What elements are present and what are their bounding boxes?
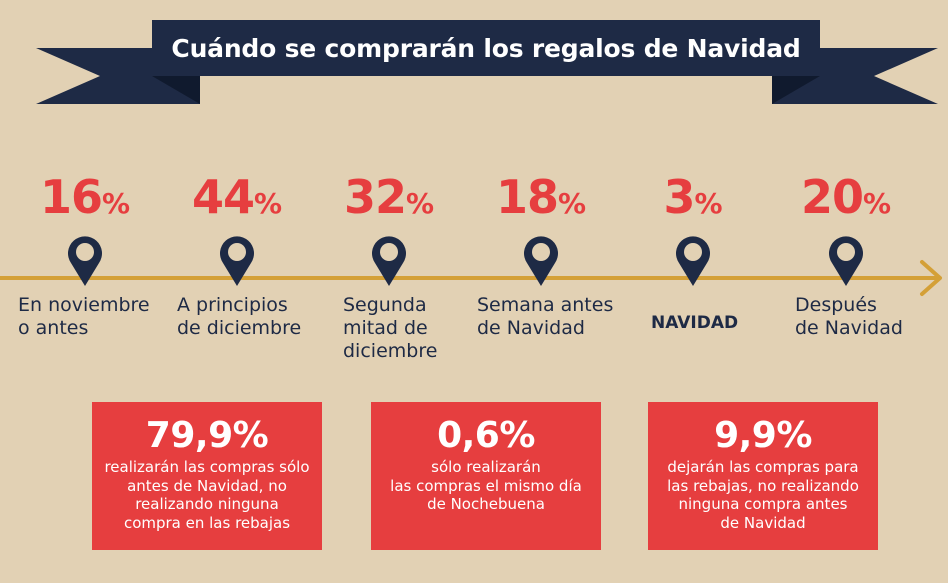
highlight-text-3: dejarán las compras para las rebajas, no… [667, 458, 859, 532]
percentage-unit: % [405, 187, 435, 220]
percentage-label: 20% [766, 170, 926, 224]
highlight-box-2: 0,6% sólo realizarán las compras el mism… [371, 402, 601, 550]
percentage-value: 3 [663, 170, 695, 224]
percentage-value: 44 [191, 170, 255, 224]
percentage-value: 32 [343, 170, 407, 224]
highlight-text-1: realizarán las compras sólo antes de Nav… [104, 458, 310, 532]
location-pin-icon [220, 236, 254, 286]
highlight-box-1: 79,9% realizarán las compras sólo antes … [92, 402, 322, 550]
percentage-label: 44% [157, 170, 317, 224]
percentage-label: 32% [309, 170, 469, 224]
highlight-text-2: sólo realizarán las compras el mismo día… [390, 458, 582, 513]
highlight-value-1: 79,9% [145, 415, 269, 456]
percentage-unit: % [694, 187, 723, 220]
period-label: A principios de diciembre [177, 294, 302, 339]
location-pin-icon [68, 236, 102, 286]
title-banner [36, 20, 938, 104]
timeline-arrow-head [920, 260, 942, 296]
location-pin-icon [372, 236, 407, 286]
percentage-unit: % [253, 187, 283, 220]
timeline-chart [0, 236, 942, 296]
highlight-box-3: 9,9% dejarán las compras para las rebaja… [648, 402, 878, 550]
percentage-value: 16 [39, 170, 103, 224]
percentage-value: 18 [495, 170, 559, 224]
location-pin-icon [524, 236, 558, 286]
location-pin-icon [675, 236, 710, 286]
banner-body [152, 20, 820, 76]
percentage-unit: % [862, 187, 892, 220]
location-pin-icon [828, 236, 863, 286]
period-label: En noviembre o antes [18, 294, 150, 339]
page-title: Cuándo se comprarán los regalos de Navid… [171, 33, 801, 63]
percentage-label: 18% [461, 170, 621, 224]
highlight-value-3: 9,9% [714, 415, 812, 456]
percentage-label: 3% [613, 170, 773, 224]
highlight-value-2: 0,6% [437, 415, 535, 456]
banner-right-fold [772, 76, 820, 104]
percentage-unit: % [557, 187, 587, 220]
period-label: Después de Navidad [795, 294, 903, 339]
period-label: NAVIDAD [651, 313, 739, 333]
percentage-value: 20 [800, 170, 864, 224]
period-label: Semana antes de Navidad [477, 294, 614, 339]
percentage-label: 16% [5, 170, 165, 224]
percentage-unit: % [101, 187, 131, 220]
banner-left-fold [152, 76, 200, 104]
period-label: Segunda mitad de diciembre [343, 294, 438, 362]
